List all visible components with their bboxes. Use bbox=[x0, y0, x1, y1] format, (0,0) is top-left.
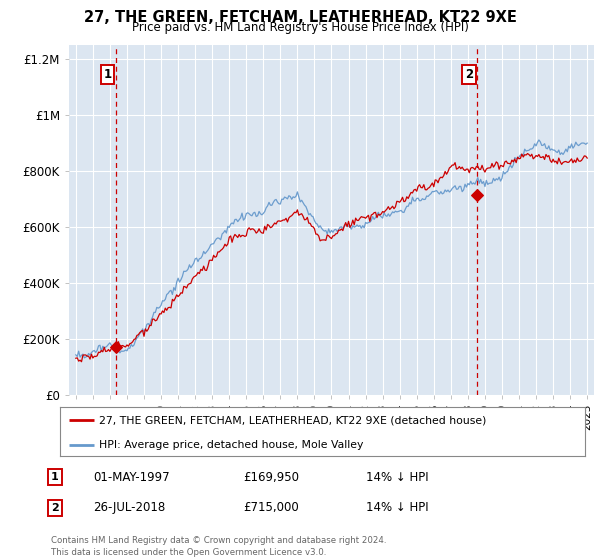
Text: 01-MAY-1997: 01-MAY-1997 bbox=[93, 470, 170, 484]
Text: 1: 1 bbox=[51, 472, 59, 482]
Text: 27, THE GREEN, FETCHAM, LEATHERHEAD, KT22 9XE (detached house): 27, THE GREEN, FETCHAM, LEATHERHEAD, KT2… bbox=[100, 416, 487, 426]
Text: 14% ↓ HPI: 14% ↓ HPI bbox=[366, 470, 428, 484]
Text: £169,950: £169,950 bbox=[243, 470, 299, 484]
Point bbox=[473, 190, 482, 199]
Text: 2: 2 bbox=[51, 503, 59, 513]
Point bbox=[112, 343, 121, 352]
Text: 1: 1 bbox=[104, 68, 112, 81]
Text: 2: 2 bbox=[465, 68, 473, 81]
Text: 14% ↓ HPI: 14% ↓ HPI bbox=[366, 501, 428, 515]
Text: Contains HM Land Registry data © Crown copyright and database right 2024.
This d: Contains HM Land Registry data © Crown c… bbox=[51, 536, 386, 557]
Text: 26-JUL-2018: 26-JUL-2018 bbox=[93, 501, 165, 515]
Text: £715,000: £715,000 bbox=[243, 501, 299, 515]
Text: Price paid vs. HM Land Registry's House Price Index (HPI): Price paid vs. HM Land Registry's House … bbox=[131, 21, 469, 34]
Text: 27, THE GREEN, FETCHAM, LEATHERHEAD, KT22 9XE: 27, THE GREEN, FETCHAM, LEATHERHEAD, KT2… bbox=[83, 10, 517, 25]
Text: HPI: Average price, detached house, Mole Valley: HPI: Average price, detached house, Mole… bbox=[100, 440, 364, 450]
